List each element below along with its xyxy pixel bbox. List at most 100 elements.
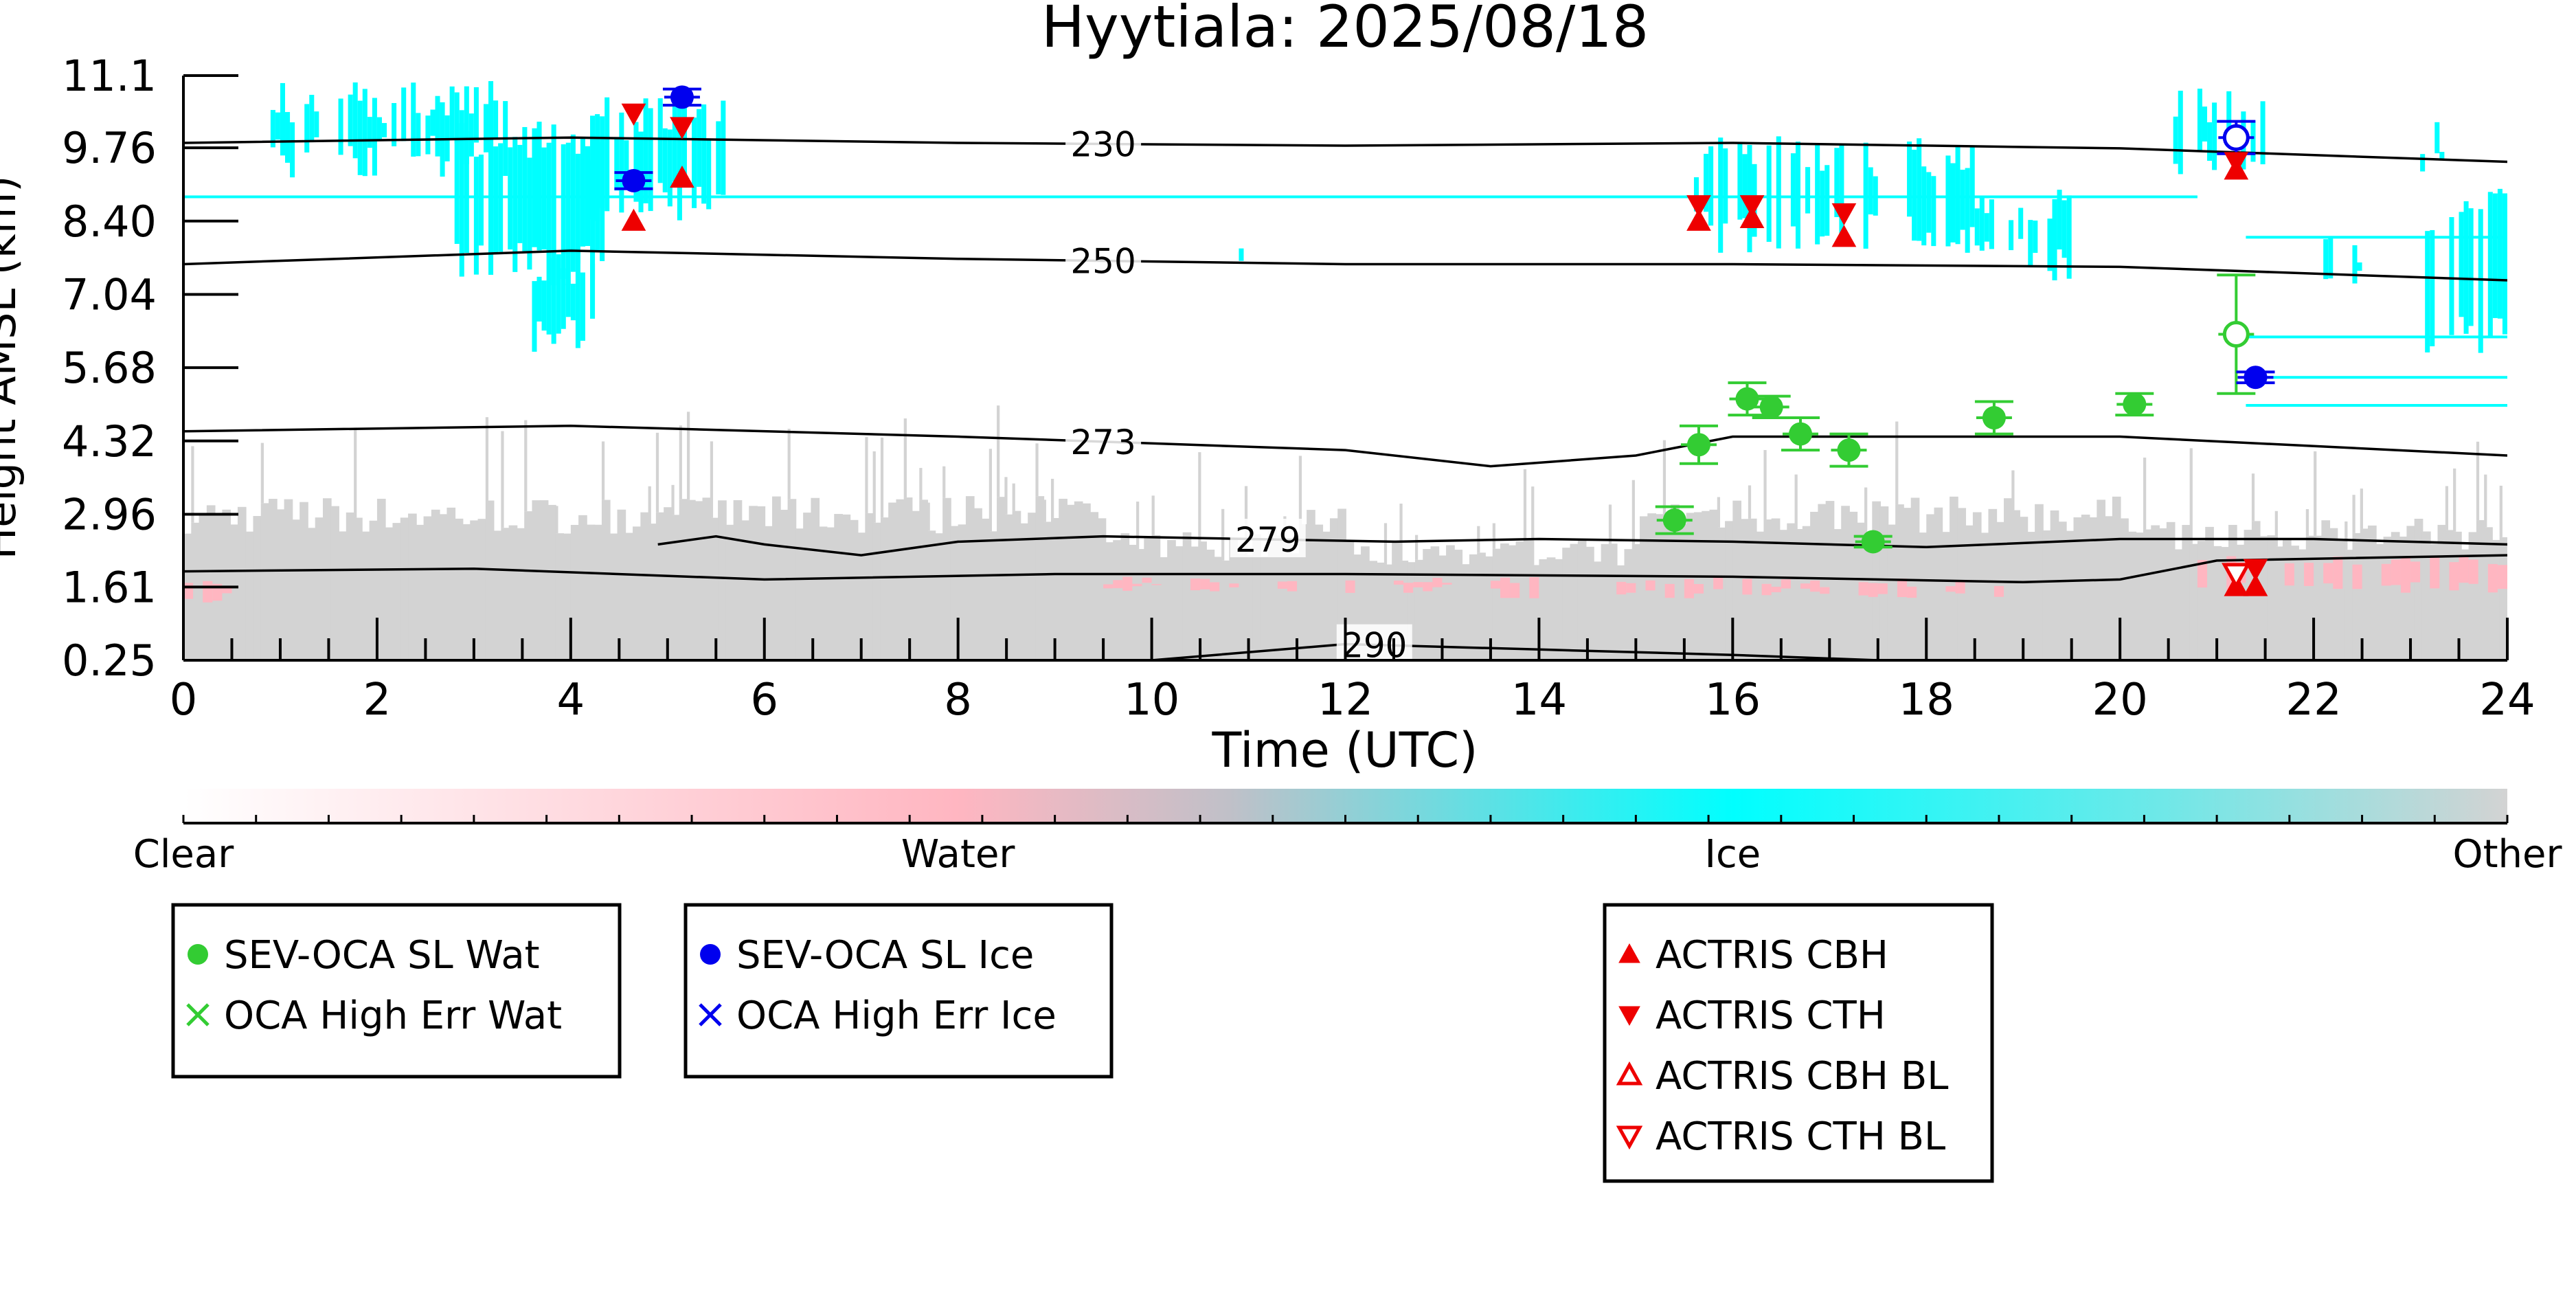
other-column bbox=[927, 502, 930, 531]
other-column bbox=[1756, 531, 1765, 660]
ice-patch bbox=[2178, 91, 2183, 175]
other-column bbox=[919, 499, 928, 660]
ice-patch bbox=[551, 258, 556, 344]
other-column bbox=[1074, 501, 1083, 660]
other-column bbox=[2421, 531, 2431, 660]
legend-frame bbox=[683, 903, 1114, 1079]
other-column bbox=[896, 499, 905, 660]
water-patch bbox=[1190, 579, 1201, 591]
ice-patch bbox=[468, 113, 474, 157]
other-column bbox=[361, 531, 371, 660]
water-patch bbox=[1820, 587, 1830, 594]
other-column bbox=[671, 515, 681, 660]
ice-patch bbox=[270, 110, 275, 148]
water-patch bbox=[1113, 580, 1123, 589]
other-column bbox=[633, 526, 642, 660]
ice-patch bbox=[357, 100, 363, 175]
ice-patch bbox=[362, 89, 368, 177]
water-patch bbox=[2449, 562, 2459, 591]
other-column bbox=[1702, 510, 1710, 660]
water-patch bbox=[2459, 557, 2469, 583]
ice-patch bbox=[2352, 245, 2358, 284]
other-column bbox=[679, 499, 688, 660]
ice-patch bbox=[570, 283, 576, 321]
ice-patch bbox=[619, 112, 624, 213]
other-column bbox=[1484, 556, 1494, 660]
other-column bbox=[1941, 532, 1951, 660]
ice-patch bbox=[1960, 169, 1965, 230]
other-column bbox=[260, 503, 270, 660]
other-column bbox=[1562, 548, 1571, 660]
colorbar-label: Other bbox=[2452, 832, 2562, 877]
water-patch bbox=[2381, 563, 2391, 586]
data-point bbox=[670, 165, 694, 188]
ice-patch bbox=[561, 144, 566, 280]
other-column bbox=[516, 528, 526, 660]
series-sev-oca-sl-wat bbox=[1655, 381, 2154, 554]
water-patch bbox=[1132, 583, 1142, 587]
legend-label: OCA High Err Ice bbox=[736, 993, 1057, 1038]
other-column bbox=[865, 437, 868, 513]
ice-patch bbox=[672, 102, 677, 182]
ice-patch bbox=[2459, 212, 2464, 317]
other-column bbox=[2089, 517, 2098, 660]
colorbar-label: Clear bbox=[133, 832, 234, 877]
isotherm-279-line bbox=[657, 535, 2507, 557]
other-column bbox=[2004, 498, 2013, 660]
water-patch bbox=[1616, 581, 1627, 595]
ice-patch bbox=[541, 147, 547, 250]
ice-patch bbox=[2173, 116, 2178, 164]
other-column bbox=[1059, 498, 1067, 660]
legend-marker bbox=[188, 944, 208, 965]
ice-patch bbox=[1723, 148, 1728, 224]
other-column bbox=[1717, 497, 1721, 528]
other-column bbox=[834, 514, 843, 660]
ice-patch bbox=[1931, 176, 1936, 247]
other-column bbox=[1260, 556, 1269, 660]
other-column bbox=[2360, 489, 2363, 529]
ice-patch bbox=[493, 146, 499, 254]
ice-patch bbox=[1834, 148, 1840, 217]
other-column bbox=[1934, 507, 1943, 660]
ice-patch bbox=[2066, 195, 2072, 279]
other-column bbox=[2352, 495, 2355, 533]
ice-patch bbox=[483, 104, 489, 153]
other-column bbox=[2197, 541, 2206, 660]
other-column bbox=[532, 500, 541, 660]
ice-patch bbox=[454, 92, 460, 144]
water-patch bbox=[1423, 582, 1433, 592]
colorbar: Clear Water Ice Other bbox=[133, 789, 2562, 877]
water-patch bbox=[1500, 577, 1511, 598]
ice-line bbox=[2246, 376, 2507, 379]
legend-box: ACTRIS CBH ACTRIS CTH ACTRIS CBH BL ACTRIS … bbox=[1603, 903, 1994, 1183]
other-column bbox=[1113, 540, 1122, 660]
other-column bbox=[1004, 514, 1014, 660]
other-column bbox=[1554, 559, 1563, 660]
other-column bbox=[2135, 532, 2145, 660]
water-patch bbox=[2410, 561, 2421, 583]
other-column bbox=[1787, 523, 1796, 660]
other-column bbox=[919, 468, 923, 500]
other-column bbox=[1601, 543, 1610, 660]
isotherm-label-bg bbox=[1065, 123, 1142, 162]
other-column bbox=[1236, 553, 1246, 660]
ice-patch bbox=[309, 95, 315, 143]
ice-patch bbox=[1708, 146, 1714, 226]
ice-patch bbox=[2207, 122, 2213, 161]
ice-patch bbox=[1917, 138, 1922, 241]
ice-patch bbox=[2033, 221, 2038, 254]
data-point bbox=[2222, 124, 2250, 151]
other-column bbox=[710, 441, 714, 518]
other-column bbox=[2011, 470, 2015, 510]
ice-patch bbox=[280, 82, 286, 156]
other-column bbox=[2174, 549, 2183, 660]
ice-patch bbox=[1868, 167, 1873, 215]
ice-patch bbox=[657, 98, 663, 183]
other-column bbox=[803, 513, 812, 660]
other-column bbox=[1399, 504, 1403, 561]
other-column bbox=[439, 514, 448, 660]
x-tick-label: 22 bbox=[2285, 675, 2341, 726]
other-column bbox=[1500, 543, 1509, 660]
ice-patch bbox=[367, 117, 372, 148]
other-column bbox=[477, 519, 487, 660]
